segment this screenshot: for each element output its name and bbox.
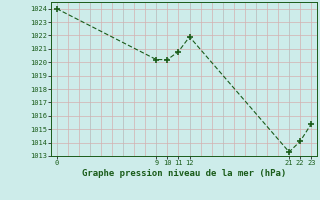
X-axis label: Graphe pression niveau de la mer (hPa): Graphe pression niveau de la mer (hPa) [82, 169, 286, 178]
